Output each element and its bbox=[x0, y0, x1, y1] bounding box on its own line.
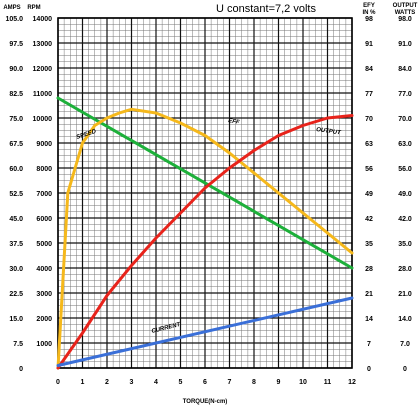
amps-tick-label: 22.5 bbox=[9, 291, 23, 298]
rpm-tick-label: 8000 bbox=[36, 166, 52, 173]
series-line-eff bbox=[56, 107, 354, 370]
series-line-speed bbox=[56, 96, 354, 270]
x-tick-label: 9 bbox=[277, 379, 281, 386]
rpm-tick-label: 13000 bbox=[33, 41, 53, 48]
amps-tick-label: 15.0 bbox=[9, 316, 23, 323]
output-axis-header: OUTPUT bbox=[393, 3, 418, 9]
chart-title: U constant=7,2 volts bbox=[216, 3, 316, 15]
efficiency-tick-label: 84 bbox=[365, 66, 373, 73]
amps-axis-header: AMPS bbox=[3, 5, 20, 11]
curve-label-output: OUTPUT bbox=[316, 127, 343, 137]
series-line-output bbox=[56, 114, 354, 370]
efficiency-tick-label: 35 bbox=[365, 241, 373, 248]
x-tick-label: 10 bbox=[299, 379, 307, 386]
x-tick-label: 7 bbox=[228, 379, 232, 386]
x-tick-label: 4 bbox=[154, 379, 158, 386]
amps-tick-label: 7.5 bbox=[13, 341, 23, 348]
rpm-tick-label: 11000 bbox=[33, 91, 52, 98]
output-tick-label: 35.0 bbox=[398, 241, 412, 248]
output-tick-label: 7.0 bbox=[400, 341, 410, 348]
output-tick-label: 49.0 bbox=[398, 191, 412, 198]
efficiency-tick-label: 49 bbox=[365, 191, 373, 198]
amps-tick-label: 105.0 bbox=[5, 16, 23, 23]
amps-tick-label: 90.0 bbox=[9, 66, 23, 73]
rpm-tick-label: 1000 bbox=[36, 341, 52, 348]
series-lines bbox=[56, 96, 354, 370]
output-tick-label: 77.0 bbox=[398, 91, 412, 98]
output-tick-label: 14.0 bbox=[398, 316, 412, 323]
amps-tick-label: 37.5 bbox=[9, 241, 23, 248]
rpm-tick-label: 2000 bbox=[36, 316, 52, 323]
efficiency-tick-label: 28 bbox=[365, 266, 373, 273]
efficiency-tick-label: 98 bbox=[365, 16, 373, 23]
amps-tick-label: 82.5 bbox=[9, 91, 23, 98]
amps-tick-label: 67.5 bbox=[9, 141, 23, 148]
rpm-tick-label: 12000 bbox=[33, 66, 53, 73]
x-tick-label: 12 bbox=[348, 379, 356, 386]
amps-tick-label: 75.0 bbox=[9, 116, 23, 123]
x-tick-label: 6 bbox=[203, 379, 207, 386]
output-tick-label: 91.0 bbox=[398, 41, 412, 48]
x-axis-label: TORQUE(N-cm) bbox=[183, 399, 228, 405]
efficiency-tick-label: 14 bbox=[365, 316, 373, 323]
amps-tick-label: 45.0 bbox=[9, 216, 23, 223]
efficiency-tick-label: 7 bbox=[367, 341, 371, 348]
efficiency-tick-label: 42 bbox=[365, 216, 373, 223]
amps-tick-label: 97.5 bbox=[9, 41, 23, 48]
rpm-axis-header: RPM bbox=[27, 5, 40, 11]
amps-tick-label: 52.5 bbox=[9, 191, 23, 198]
output-tick-label: 84.0 bbox=[398, 66, 412, 73]
output-tick-label: 0 bbox=[403, 366, 407, 373]
output-tick-label: 21.0 bbox=[398, 291, 412, 298]
amps-tick-label: 0 bbox=[19, 366, 23, 373]
rpm-tick-label: 7000 bbox=[36, 191, 52, 198]
output-tick-label: 98.0 bbox=[398, 16, 412, 23]
x-tick-label: 5 bbox=[179, 379, 183, 386]
output-tick-label: 70.0 bbox=[398, 116, 412, 123]
rpm-tick-label: 4000 bbox=[36, 266, 52, 273]
rpm-tick-label: 9000 bbox=[36, 141, 52, 148]
x-tick-label: 1 bbox=[81, 379, 85, 386]
x-tick-label: 0 bbox=[56, 379, 60, 386]
efficiency-axis-header: EFY bbox=[363, 3, 375, 9]
x-tick-label: 8 bbox=[252, 379, 256, 386]
rpm-tick-label: 3000 bbox=[36, 291, 52, 298]
amps-tick-label: 30.0 bbox=[9, 266, 23, 273]
efficiency-tick-label: 56 bbox=[365, 166, 373, 173]
rpm-tick-label: 14000 bbox=[33, 16, 53, 23]
efficiency-tick-label: 21 bbox=[365, 291, 373, 298]
series-line-current bbox=[56, 296, 354, 367]
output-tick-label: 56.0 bbox=[398, 166, 412, 173]
output-tick-label: 28.0 bbox=[398, 266, 412, 273]
curve-label-eff: EFF bbox=[228, 118, 241, 126]
efficiency-tick-label: 91 bbox=[365, 41, 373, 48]
efficiency-tick-label: 77 bbox=[365, 91, 373, 98]
plot-frame bbox=[57, 17, 353, 369]
output-axis-unit: WATTS bbox=[395, 10, 416, 16]
amps-tick-label: 60.0 bbox=[9, 166, 23, 173]
x-tick-label: 11 bbox=[324, 379, 332, 386]
efficiency-tick-label: 70 bbox=[365, 116, 373, 123]
rpm-tick-label: 6000 bbox=[36, 216, 52, 223]
efficiency-axis-unit: IN % bbox=[362, 10, 376, 16]
x-tick-label: 2 bbox=[105, 379, 109, 386]
output-tick-label: 63.0 bbox=[398, 141, 412, 148]
output-tick-label: 42.0 bbox=[398, 216, 412, 223]
grid bbox=[57, 17, 353, 369]
rpm-tick-label: 5000 bbox=[36, 241, 52, 248]
x-tick-label: 3 bbox=[130, 379, 134, 386]
efficiency-tick-label: 0 bbox=[367, 366, 371, 373]
efficiency-tick-label: 63 bbox=[365, 141, 373, 148]
rpm-tick-label: 10000 bbox=[33, 116, 53, 123]
